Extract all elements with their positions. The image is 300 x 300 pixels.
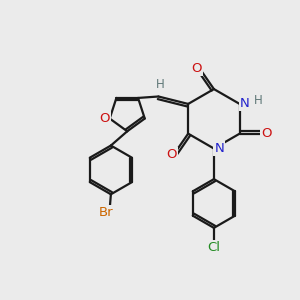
Text: O: O xyxy=(99,112,110,125)
Text: H: H xyxy=(156,78,164,91)
Text: N: N xyxy=(214,142,224,155)
Text: H: H xyxy=(254,94,262,107)
Text: O: O xyxy=(261,127,272,140)
Text: O: O xyxy=(192,62,202,75)
Text: Br: Br xyxy=(99,206,114,219)
Text: O: O xyxy=(166,148,176,161)
Text: Cl: Cl xyxy=(207,241,220,254)
Text: N: N xyxy=(240,98,250,110)
